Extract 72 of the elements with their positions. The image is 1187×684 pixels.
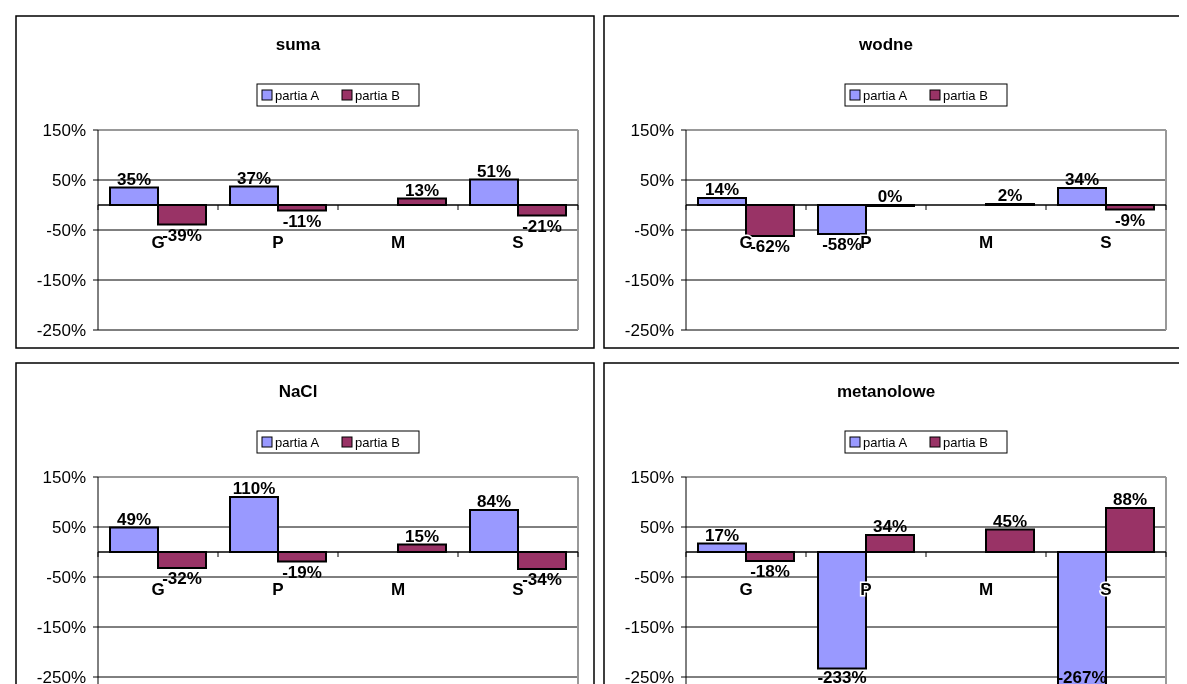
x-tick-label: P bbox=[272, 233, 284, 252]
data-label: -18% bbox=[750, 562, 790, 581]
legend-label: partia A bbox=[863, 435, 908, 450]
data-label: 88% bbox=[1112, 490, 1148, 509]
y-tick-label: -150% bbox=[36, 271, 86, 290]
y-tick-label: -150% bbox=[624, 618, 674, 637]
data-label: -62% bbox=[750, 237, 790, 256]
x-tick-label: S bbox=[512, 233, 524, 252]
data-label: 49% bbox=[116, 509, 152, 529]
data-label: 2% bbox=[997, 186, 1023, 205]
y-tick-label: -150% bbox=[624, 271, 674, 290]
data-label: -21% bbox=[522, 216, 562, 236]
data-label: -19% bbox=[282, 562, 322, 582]
data-label: 51% bbox=[476, 161, 512, 181]
y-tick-label: 50% bbox=[51, 171, 86, 190]
y-tick-label: -250% bbox=[624, 321, 674, 340]
data-label: 13% bbox=[404, 180, 440, 200]
y-tick-label: -50% bbox=[46, 221, 86, 240]
data-label: 34% bbox=[1064, 170, 1100, 189]
data-label: 110% bbox=[232, 479, 276, 498]
y-tick-label: -250% bbox=[624, 668, 674, 684]
chart-title: NaCl bbox=[278, 382, 318, 401]
y-tick-label: 150% bbox=[42, 468, 86, 487]
x-tick-label: M bbox=[978, 580, 994, 599]
x-tick-label: P bbox=[860, 233, 872, 252]
x-tick-label: M bbox=[390, 580, 406, 599]
data-label: 34% bbox=[872, 517, 908, 536]
legend-label: partia B bbox=[355, 435, 400, 450]
legend-label: partia A bbox=[863, 88, 908, 103]
y-tick-label: -150% bbox=[36, 618, 86, 637]
x-tick-label: G bbox=[151, 233, 165, 252]
legend-label: partia B bbox=[943, 435, 988, 450]
y-tick-label: -50% bbox=[46, 568, 86, 587]
x-tick-label: G bbox=[739, 580, 753, 599]
y-tick-label: 50% bbox=[639, 171, 674, 190]
y-tick-label: -50% bbox=[634, 221, 674, 240]
y-tick-label: 150% bbox=[630, 121, 674, 140]
legend-label: partia B bbox=[355, 88, 400, 103]
y-tick-label: -250% bbox=[36, 668, 86, 684]
x-tick-label: M bbox=[390, 233, 406, 252]
legend-label: partia A bbox=[275, 435, 320, 450]
chart-title: suma bbox=[275, 35, 321, 54]
data-label: 17% bbox=[704, 525, 740, 545]
y-tick-label: -250% bbox=[36, 321, 86, 340]
chart-title: wodne bbox=[858, 35, 913, 54]
y-tick-label: -50% bbox=[634, 568, 674, 587]
chart-title: metanolowe bbox=[836, 382, 936, 401]
data-label: -233% bbox=[817, 668, 867, 684]
y-tick-label: 150% bbox=[630, 468, 674, 487]
x-tick-label: S bbox=[512, 580, 524, 599]
x-tick-label: M bbox=[978, 233, 994, 252]
data-label: 37% bbox=[236, 168, 272, 188]
x-tick-label: S bbox=[1100, 233, 1112, 252]
legend-label: partia B bbox=[943, 88, 988, 103]
data-label: 84% bbox=[476, 492, 512, 511]
data-label: -32% bbox=[162, 569, 202, 588]
x-tick-label: G bbox=[151, 580, 165, 599]
y-tick-label: 50% bbox=[51, 518, 86, 537]
data-label: -267% bbox=[1057, 668, 1107, 684]
data-label: -58% bbox=[822, 235, 862, 254]
data-label: 0% bbox=[877, 187, 903, 206]
data-label: -34% bbox=[522, 570, 562, 589]
y-tick-label: 50% bbox=[639, 518, 674, 537]
x-tick-label: P bbox=[272, 580, 284, 599]
data-label: 14% bbox=[704, 180, 740, 199]
data-label: -9% bbox=[1114, 210, 1146, 230]
data-label: 45% bbox=[992, 511, 1028, 531]
legend-label: partia A bbox=[275, 88, 320, 103]
data-label: 15% bbox=[404, 526, 440, 546]
data-label: 35% bbox=[116, 169, 152, 189]
y-tick-label: 150% bbox=[42, 121, 86, 140]
data-label: -11% bbox=[282, 211, 322, 231]
